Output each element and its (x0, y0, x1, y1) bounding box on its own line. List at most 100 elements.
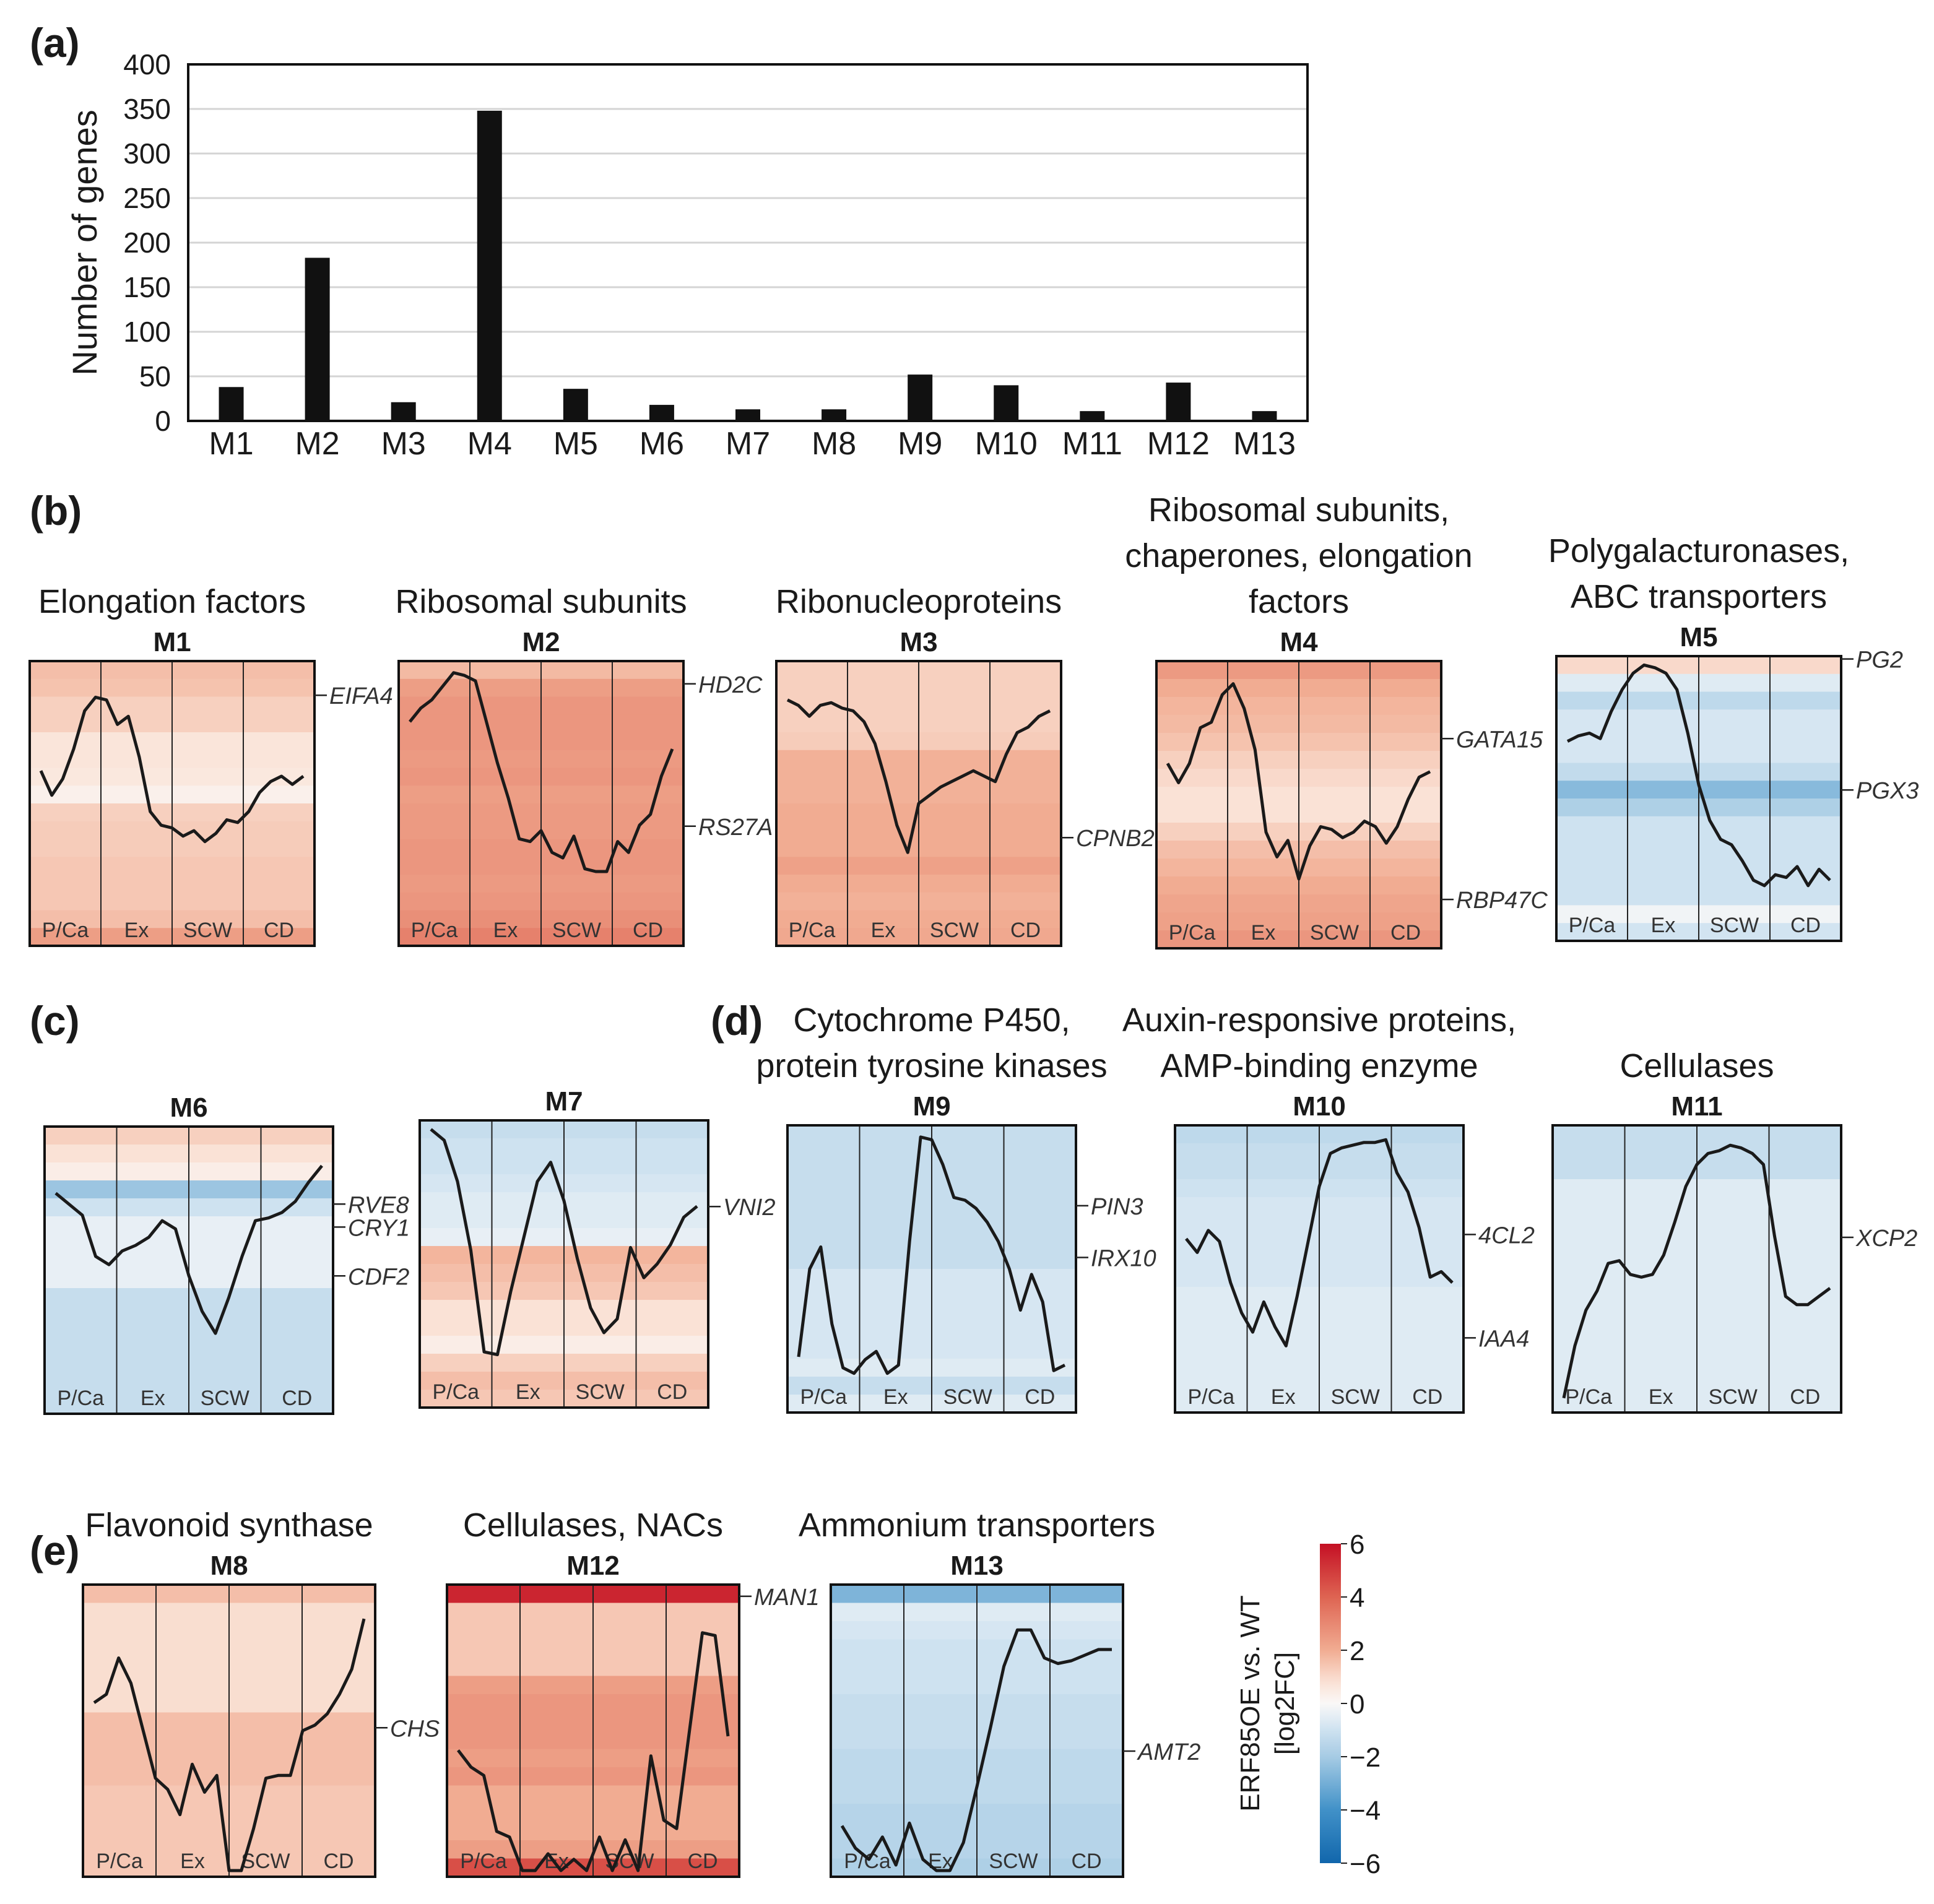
stage-label-ex: Ex (1649, 1385, 1673, 1409)
module-name: M11 (1671, 1091, 1722, 1122)
stage-label-scw: SCW (1710, 914, 1759, 937)
panel-frame (786, 1124, 1077, 1414)
panel-frame (1555, 655, 1842, 942)
module-panel-M1: P/Ca Ex SCW CD M1 Elongation factors EIFA4 (28, 583, 393, 947)
bar-M12 (1166, 383, 1191, 421)
stage-label-cd: CD (1412, 1385, 1442, 1409)
gene-label-cry1: CRY1 (348, 1215, 410, 1241)
stage-label-ex: Ex (180, 1850, 205, 1873)
y-tick-label: 250 (123, 182, 171, 214)
expression-profile-line (1166, 682, 1431, 881)
bar-chart: 0 50 100 150 200 250 300 350 400 M1 M2 M3 M4 M5 M6 M7 M8… (65, 48, 1309, 462)
expression-profile-line (457, 1631, 730, 1872)
module-title-line: Cellulases (1620, 1047, 1774, 1084)
bar-M2 (305, 257, 330, 421)
gene-label-chs: CHS (390, 1716, 440, 1742)
colorbar-tick-label: −2 (1350, 1742, 1381, 1773)
stage-label-p-ca: P/Ca (1169, 921, 1216, 945)
bar-M10 (994, 385, 1019, 421)
gene-label-cpnb2: CPNB2 (1076, 826, 1155, 852)
panel-frame (43, 1125, 334, 1415)
stage-label-scw: SCW (183, 919, 232, 942)
stage-label-cd: CD (1010, 919, 1041, 942)
bar-M11 (1080, 411, 1105, 421)
panel-frame (1551, 1124, 1842, 1414)
module-title-line: Ammonium transporters (799, 1507, 1155, 1544)
x-tick-label: M11 (1062, 426, 1122, 462)
module-panel-M9: P/Ca Ex SCW CD M9 Cytochrome P450, protein tyr… (756, 1002, 1156, 1414)
gene-label-eifa4: EIFA4 (329, 683, 393, 709)
panel-frame (830, 1583, 1124, 1878)
stage-label-p-ca: P/Ca (42, 919, 89, 942)
y-tick-label: 350 (123, 93, 171, 125)
y-tick-label: 100 (123, 316, 171, 348)
stage-label-p-ca: P/Ca (789, 919, 836, 942)
x-tick-label: M10 (975, 426, 1038, 462)
stage-label-ex: Ex (883, 1385, 908, 1409)
gene-label-pin3: PIN3 (1091, 1194, 1143, 1220)
stage-label-ex: Ex (141, 1387, 165, 1410)
module-name: M4 (1280, 627, 1318, 657)
stage-label-scw: SCW (201, 1387, 249, 1410)
stage-label-scw: SCW (989, 1850, 1038, 1873)
bar-M4 (477, 110, 502, 421)
bar-M6 (649, 405, 674, 421)
colorbar-tick-label: 2 (1350, 1636, 1364, 1666)
expression-profile-line (54, 1164, 323, 1335)
stage-label-ex: Ex (1651, 914, 1676, 937)
stage-label-scw: SCW (930, 919, 979, 942)
module-panel-M2: P/Ca Ex SCW CD M2 Ribosomal subunits HD2C RS27A (395, 583, 773, 947)
module-title-line: Auxin-responsive proteins, (1122, 1002, 1516, 1039)
expression-profile-line (797, 1135, 1066, 1375)
module-name: M13 (950, 1551, 1004, 1581)
gene-label-man1: MAN1 (754, 1585, 820, 1611)
module-name: M6 (170, 1093, 207, 1123)
module-name: M5 (1680, 622, 1717, 652)
panel-label-d: (d) (711, 998, 763, 1044)
gene-label-amt2: AMT2 (1137, 1739, 1200, 1765)
x-tick-label: M4 (467, 426, 512, 462)
module-panel-M5: P/Ca Ex SCW CD M5 Polygalacturonases, ABC tran… (1548, 532, 1919, 942)
stage-label-p-ca: P/Ca (1569, 914, 1616, 937)
x-tick-label: M6 (640, 426, 684, 462)
gene-label-hd2c: HD2C (698, 672, 763, 698)
stage-label-p-ca: P/Ca (844, 1850, 891, 1873)
y-tick-label: 400 (123, 48, 171, 80)
gene-label-pgx3: PGX3 (1856, 778, 1919, 804)
stage-label-p-ca: P/Ca (432, 1380, 479, 1404)
colorbar-gradient-rect (1320, 1544, 1341, 1863)
module-title-line: Ribonucleoproteins (776, 583, 1062, 620)
module-panel-M3: P/Ca Ex SCW CD M3 Ribonucleoproteins CPNB2 (775, 583, 1155, 947)
stage-label-cd: CD (633, 919, 663, 942)
module-name: M2 (522, 627, 560, 657)
colorbar-tick-label: −6 (1350, 1849, 1381, 1879)
x-tick-label: M7 (726, 426, 770, 462)
gene-label-cdf2: CDF2 (348, 1264, 409, 1290)
gene-label-xcp2: XCP2 (1855, 1226, 1917, 1252)
module-title-line: Polygalacturonases, (1548, 532, 1849, 569)
stage-label-ex: Ex (1271, 1385, 1296, 1409)
module-name: M8 (210, 1551, 248, 1581)
module-title-line: Cellulases, NACs (463, 1507, 723, 1544)
gene-label-irx10: IRX10 (1091, 1245, 1156, 1271)
stage-label-scw: SCW (1331, 1385, 1380, 1409)
gene-label-vni2: VNI2 (723, 1195, 775, 1221)
stage-label-cd: CD (1790, 914, 1821, 937)
expression-profile-line (786, 698, 1051, 854)
bar-M8 (822, 409, 847, 421)
bar-M9 (908, 374, 933, 421)
module-name: M9 (913, 1091, 950, 1122)
gene-label-rbp47c: RBP47C (1456, 888, 1548, 914)
gene-label-rve8: RVE8 (348, 1192, 409, 1218)
x-tick-label: M1 (209, 426, 253, 462)
expression-profile-line (1566, 663, 1831, 888)
panel-label-c: (c) (30, 998, 80, 1044)
module-title-line: Cytochrome P450, (793, 1002, 1070, 1039)
stage-label-ex: Ex (871, 919, 896, 942)
gene-label-iaa4: IAA4 (1478, 1326, 1529, 1352)
stage-label-p-ca: P/Ca (800, 1385, 847, 1409)
module-panel-M11: P/Ca Ex SCW CD M11 Cellulases XCP2 (1551, 1047, 1917, 1414)
stage-label-scw: SCW (943, 1385, 992, 1409)
stage-label-scw: SCW (1709, 1385, 1758, 1409)
